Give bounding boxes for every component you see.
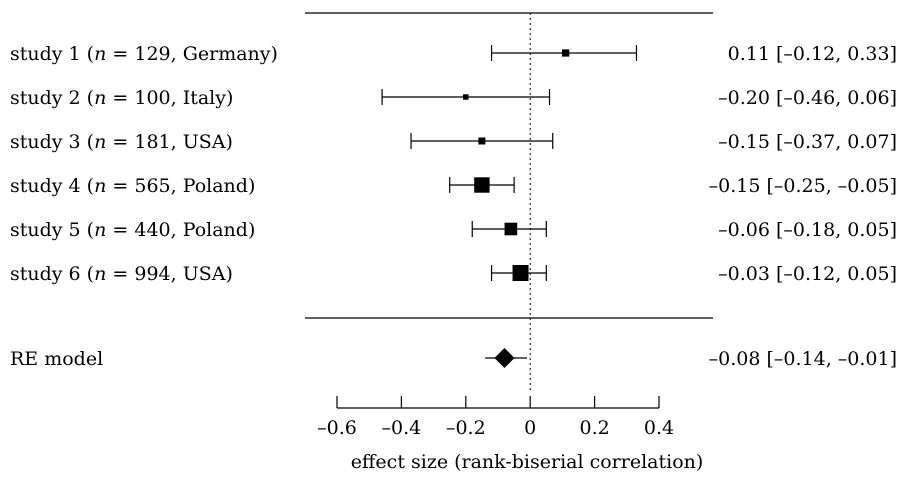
ci-text: –0.15 [–0.37, 0.07] xyxy=(718,131,897,153)
ci-text: –0.03 [–0.12, 0.05] xyxy=(718,263,897,285)
study-row: study 1 (n = 129, Germany) 0.11 [–0.12, 0… xyxy=(10,43,897,65)
ci-text: –0.06 [–0.18, 0.05] xyxy=(718,219,897,241)
ci-text: 0.11 [–0.12, 0.33] xyxy=(728,43,897,65)
study-label-suffix: = 994, USA) xyxy=(106,263,233,285)
study-label: study 2 (n = 100, Italy) xyxy=(10,87,233,109)
study-label-suffix: = 129, Germany) xyxy=(106,43,278,65)
study-label: study 6 (n = 994, USA) xyxy=(10,263,233,285)
study-label-n: n xyxy=(94,43,106,65)
point-estimate xyxy=(463,94,469,100)
study-label-suffix: = 181, USA) xyxy=(106,131,233,153)
study-row: study 6 (n = 994, USA) –0.03 [–0.12, 0.05… xyxy=(10,263,897,285)
study-label-n: n xyxy=(94,131,106,153)
study-label-suffix: = 100, Italy) xyxy=(106,87,233,109)
study-row: study 3 (n = 181, USA) –0.15 [–0.37, 0.07… xyxy=(10,131,897,153)
ci-text: –0.15 [–0.25, –0.05] xyxy=(709,175,897,197)
point-estimate xyxy=(478,137,486,145)
study-label-prefix: study 3 ( xyxy=(10,131,94,153)
x-tick-label: 0.4 xyxy=(644,417,674,439)
study-label: study 5 (n = 440, Poland) xyxy=(10,219,255,241)
study-rows: study 1 (n = 129, Germany) 0.11 [–0.12, 0… xyxy=(10,43,897,285)
study-label-suffix: = 440, Poland) xyxy=(106,219,255,241)
study-label-n: n xyxy=(94,87,106,109)
study-label-prefix: study 1 ( xyxy=(10,43,94,65)
study-label-suffix: = 565, Poland) xyxy=(106,175,255,197)
study-label-prefix: study 4 ( xyxy=(10,175,94,197)
study-label: study 4 (n = 565, Poland) xyxy=(10,175,255,197)
study-row: study 5 (n = 440, Poland) –0.06 [–0.18, 0… xyxy=(10,219,897,241)
summary-label: RE model xyxy=(10,348,103,370)
x-tick-label: 0 xyxy=(524,417,536,439)
study-label-prefix: study 6 ( xyxy=(10,263,94,285)
study-row: study 4 (n = 565, Poland) –0.15 [–0.25, –… xyxy=(10,175,897,197)
study-label-n: n xyxy=(94,175,106,197)
x-tick-label: –0.2 xyxy=(446,417,486,439)
study-row: study 2 (n = 100, Italy) –0.20 [–0.46, 0.… xyxy=(10,87,897,109)
separator-lines xyxy=(305,12,713,319)
point-estimate xyxy=(504,222,518,236)
summary-diamond xyxy=(494,348,515,368)
point-estimate xyxy=(512,265,529,281)
x-tick-label: –0.4 xyxy=(382,417,422,439)
ci-text: –0.20 [–0.46, 0.06] xyxy=(718,87,897,109)
study-label: study 3 (n = 181, USA) xyxy=(10,131,233,153)
study-label-prefix: study 2 ( xyxy=(10,87,94,109)
x-axis-label: effect size (rank-biserial correlation) xyxy=(351,451,704,473)
x-tick-label: 0.2 xyxy=(579,417,609,439)
study-label-prefix: study 5 ( xyxy=(10,219,94,241)
point-estimate xyxy=(562,49,570,57)
study-label-n: n xyxy=(94,263,106,285)
study-label-n: n xyxy=(94,219,106,241)
study-label: study 1 (n = 129, Germany) xyxy=(10,43,278,65)
x-axis: –0.6 –0.4 –0.2 0 0.2 0.4 xyxy=(317,396,674,439)
summary-ci-text: –0.08 [–0.14, –0.01] xyxy=(709,348,897,370)
x-tick-label: –0.6 xyxy=(317,417,357,439)
summary-row: RE model –0.08 [–0.14, –0.01] xyxy=(10,348,897,370)
point-estimate xyxy=(474,177,490,193)
